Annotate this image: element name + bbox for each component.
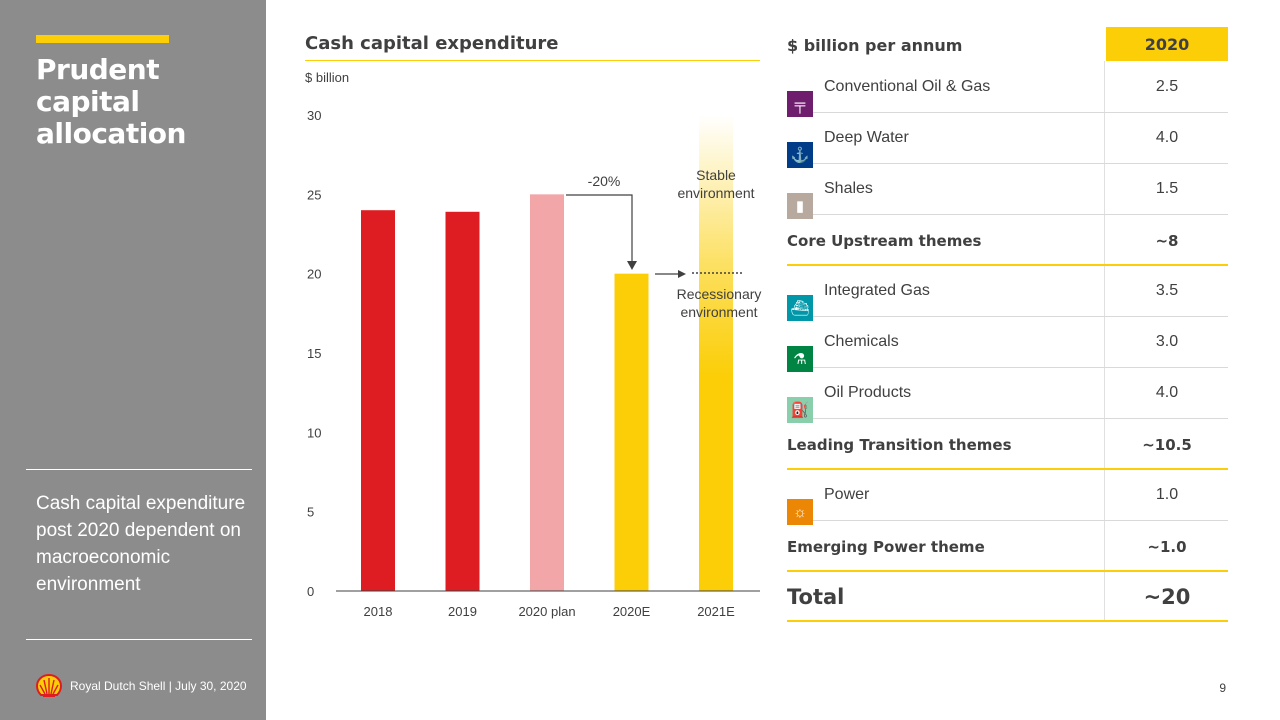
sidebar-note: Cash capital expenditure post 2020 depen… <box>36 493 246 595</box>
flask-icon: ⚗ <box>787 346 813 372</box>
row-label: Shales <box>824 180 873 197</box>
sidebar-divider-top <box>26 469 252 470</box>
table-column-divider <box>1104 61 1105 621</box>
row-value: 1.0 <box>1155 486 1179 503</box>
x-tick-label: 2020E <box>613 604 651 619</box>
change-annotation: -20% <box>588 173 621 189</box>
bar-2018 <box>361 210 395 591</box>
row-label: Total <box>787 585 845 609</box>
bar-2021e <box>699 115 733 591</box>
capex-bar-chart: 0 5 10 15 20 25 30 2018 2019 2020 plan 2020E 2021E… <box>307 108 762 619</box>
row-label: Integrated Gas <box>824 282 930 299</box>
footer: Royal Dutch Shell | July 30, 2020 <box>36 674 247 698</box>
slide-title: Prudent capital allocation <box>36 53 186 150</box>
row-value: ~8 <box>1155 232 1179 250</box>
row-value: ~1.0 <box>1147 538 1187 556</box>
recession-annotation-line1: Recessionary <box>677 286 762 302</box>
chart-y-unit: $ billion <box>305 70 350 85</box>
y-tick-label: 0 <box>307 584 314 599</box>
row-label: Emerging Power theme <box>787 538 985 556</box>
row-label: Conventional Oil & Gas <box>824 78 991 95</box>
table-row: ⚗ Chemicals 3.0 <box>787 317 1228 372</box>
row-label: Deep Water <box>824 129 909 146</box>
chart-title-rule <box>305 60 760 61</box>
change-arrow <box>566 194 633 262</box>
recession-arrow-head <box>678 270 686 278</box>
row-value: ~10.5 <box>1142 436 1192 454</box>
y-tick-label: 30 <box>307 108 321 123</box>
row-label: Power <box>824 486 870 503</box>
table-row: Leading Transition themes ~10.5 <box>787 419 1228 470</box>
table-year-header: 2020 <box>1106 27 1228 61</box>
table-header: $ billion per annum <box>787 36 963 55</box>
change-arrow-head <box>627 261 637 270</box>
page-number: 9 <box>1219 681 1226 695</box>
sidebar: Prudent capital allocation Cash capital … <box>0 0 266 720</box>
accent-bar <box>36 35 169 43</box>
y-tick-label: 20 <box>307 267 321 282</box>
footer-text: Royal Dutch Shell | July 30, 2020 <box>70 679 247 693</box>
y-tick-label: 15 <box>307 346 321 361</box>
row-value: 3.5 <box>1155 282 1179 299</box>
table-row: ⛽ Oil Products 4.0 <box>787 368 1228 423</box>
table-row: Emerging Power theme ~1.0 <box>787 521 1228 572</box>
y-tick-label: 25 <box>307 187 321 202</box>
bar-2020e <box>614 273 649 591</box>
table-row: Total ~20 <box>787 572 1228 622</box>
row-value: 4.0 <box>1155 129 1179 146</box>
bar-2019 <box>445 211 480 591</box>
x-tick-label: 2020 plan <box>518 604 575 619</box>
x-tick-label: 2018 <box>364 604 393 619</box>
chart-title: Cash capital expenditure <box>305 33 559 54</box>
table-row: ▮ Shales 1.5 <box>787 164 1228 219</box>
x-tick-label: 2021E <box>697 604 735 619</box>
stable-annotation-line2: environment <box>677 185 754 201</box>
row-value: 4.0 <box>1155 384 1179 401</box>
table-row: Core Upstream themes ~8 <box>787 215 1228 266</box>
recession-annotation-line2: environment <box>680 304 757 320</box>
row-value: 3.0 <box>1155 333 1179 350</box>
sun-icon: ☼ <box>787 499 813 525</box>
row-label: Oil Products <box>824 384 912 401</box>
row-label: Core Upstream themes <box>787 232 982 250</box>
sidebar-divider-bottom <box>26 639 252 640</box>
lng-ship-icon: ⛴ <box>787 295 813 321</box>
row-value: 2.5 <box>1155 78 1179 95</box>
table-row: ☼ Power 1.0 <box>787 470 1228 525</box>
shell-logo-icon <box>36 674 62 697</box>
x-tick-label: 2019 <box>448 604 477 619</box>
table-row: ⛴ Integrated Gas 3.5 <box>787 266 1228 321</box>
table-row: ⚓ Deep Water 4.0 <box>787 113 1228 168</box>
stable-annotation-line1: Stable <box>696 167 736 183</box>
table-row: ╤ Conventional Oil & Gas 2.5 <box>787 62 1228 117</box>
oil-rig-icon: ╤ <box>787 91 813 117</box>
bar-2020-plan <box>530 194 564 591</box>
deep-water-icon: ⚓ <box>787 142 813 168</box>
fuel-pump-icon: ⛽ <box>787 397 813 423</box>
row-value: 1.5 <box>1155 180 1179 197</box>
y-tick-label: 10 <box>307 425 321 440</box>
row-label: Leading Transition themes <box>787 436 1012 454</box>
shale-rig-icon: ▮ <box>787 193 813 219</box>
row-label: Chemicals <box>824 333 899 350</box>
y-tick-label: 5 <box>307 505 314 520</box>
row-value: ~20 <box>1143 585 1191 609</box>
